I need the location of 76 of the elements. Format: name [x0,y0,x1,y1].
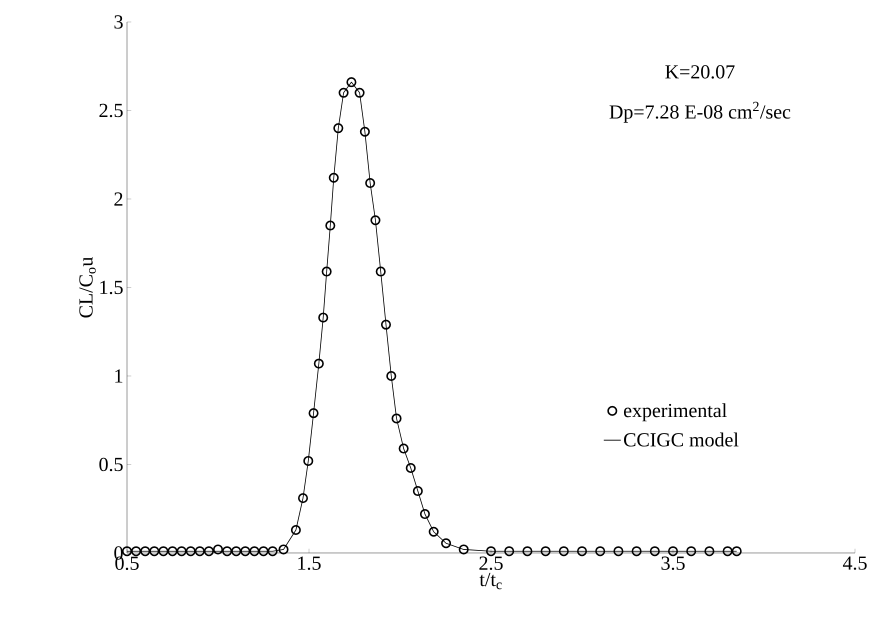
point [370,215,380,226]
point [540,546,551,556]
point [325,220,336,231]
point [392,413,402,424]
point [186,546,196,556]
point [318,312,328,323]
point [131,546,142,556]
point [140,546,150,556]
point [328,172,339,183]
y-tick-label: 2.5 [99,104,123,118]
point [686,546,696,556]
y-tick-label: 0.5 [99,458,123,472]
point [668,546,678,556]
point [458,544,469,554]
x-tick-label: 4.5 [842,556,867,570]
point [650,546,660,556]
point [613,546,624,556]
point [632,546,642,556]
point [333,123,344,134]
y-axis-title: CL/C$_{o}$u [79,256,96,318]
x-tick-label: 2.5 [479,556,503,570]
point [303,456,314,466]
point [354,88,365,98]
point [158,546,168,556]
legend-label: CCIGC model [624,432,738,447]
point [308,408,319,418]
y-tick-label: 1 [115,369,122,383]
point [398,444,409,454]
point [558,546,569,556]
legend-label: experimental [624,403,727,422]
point [704,546,714,556]
x-axis-title: t/t$_{c}$ [480,572,502,590]
point [249,546,260,556]
y-tick-label: 3 [114,15,123,29]
point [176,546,187,556]
y-tick-label: 2 [114,192,122,206]
point [222,546,232,556]
point [204,546,214,556]
point [376,266,386,277]
point [412,486,423,496]
x-tick-label: 3.5 [662,556,685,570]
annotation: Dp=7.28 E-08 cm$^{2}$/sec [610,102,790,123]
point [314,358,324,369]
point [258,546,269,556]
point [595,546,606,556]
point [428,526,439,537]
point [380,320,391,330]
point [420,509,430,520]
point [504,546,514,556]
point [240,546,250,556]
x-tick-label: 1.5 [298,556,321,570]
point [322,266,332,277]
point [577,546,588,556]
point [406,463,416,474]
point [346,77,356,88]
point [522,546,532,556]
point [149,546,160,556]
point [278,544,289,554]
point [122,546,132,556]
point [168,546,178,556]
point [486,546,496,556]
annotation: K=20.07 [665,65,735,79]
point [386,370,396,381]
point [231,546,242,556]
point [290,524,301,535]
point [722,546,733,556]
y-tick-label: 1.5 [100,280,123,294]
point [298,493,308,504]
point [268,546,278,556]
point [338,88,349,98]
point [213,544,224,554]
point [194,546,205,556]
point [732,546,742,556]
point [441,538,452,548]
point [360,126,370,137]
point [365,178,376,188]
